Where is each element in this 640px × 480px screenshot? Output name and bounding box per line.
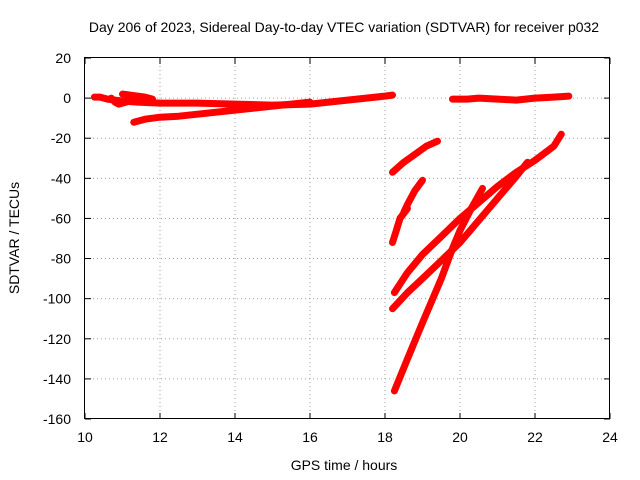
series-arc-k <box>390 184 486 395</box>
y-axis-label: SDTVAR / TECUs <box>6 182 22 294</box>
series-arc-c <box>119 90 156 103</box>
y-tick-label: -160 <box>43 411 71 427</box>
x-tick-label: 16 <box>302 429 318 445</box>
chart-title: Day 206 of 2023, Sidereal Day-to-day VTE… <box>89 19 599 35</box>
y-tick-label: -80 <box>51 251 71 267</box>
x-tick-label: 12 <box>152 429 168 445</box>
grid-lines <box>85 58 610 419</box>
x-tick-label: 24 <box>602 429 618 445</box>
y-tick-label: -120 <box>43 331 71 347</box>
x-tick-label: 10 <box>77 429 93 445</box>
axis-ticks: 10 12 14 16 18 20 22 24 20 0 -20 -40 -60 -80 -100 -120 -… <box>43 50 618 445</box>
y-tick-label: -60 <box>51 210 71 226</box>
y-tick-label: -40 <box>51 170 71 186</box>
plot-frame <box>84 57 610 419</box>
series-arc-b <box>107 94 130 108</box>
series-arc-h <box>400 176 426 216</box>
x-axis-label: GPS time / hours <box>291 457 398 473</box>
x-tick-label: 22 <box>527 429 543 445</box>
series-arc-j <box>389 158 531 313</box>
x-tick-label: 20 <box>452 429 468 445</box>
data-series <box>90 90 573 395</box>
x-tick-label: 14 <box>227 429 243 445</box>
series-arc-d <box>130 98 314 126</box>
y-tick-label: -100 <box>43 291 71 307</box>
series-arc-e <box>449 92 573 104</box>
y-tick-label: 20 <box>55 50 71 66</box>
series-arc-f <box>389 137 441 176</box>
y-tick-label: -20 <box>51 130 71 146</box>
x-tick-label: 18 <box>377 429 393 445</box>
y-tick-label: -140 <box>43 371 71 387</box>
series-arc-i <box>390 130 565 297</box>
y-tick-label: 0 <box>63 90 71 106</box>
